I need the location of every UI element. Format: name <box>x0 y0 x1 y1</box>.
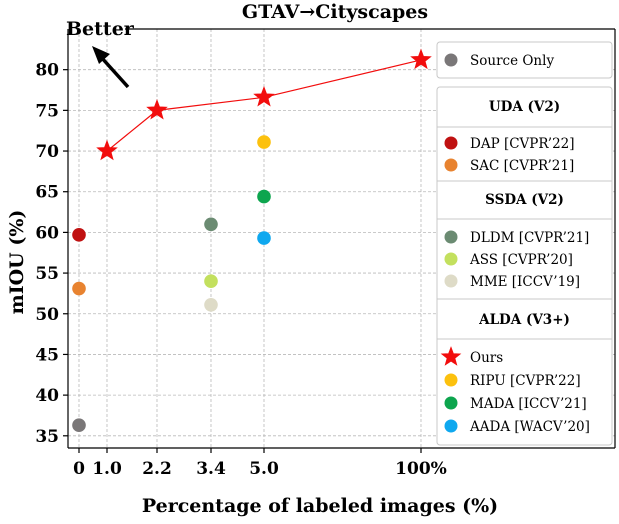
series-line <box>106 59 422 152</box>
data-point <box>204 274 218 289</box>
y-tick-label: 60 <box>35 223 59 243</box>
data-point <box>72 418 86 433</box>
series-ass-cvpr-20 <box>204 274 218 289</box>
better-label: Better <box>66 18 135 40</box>
series-dap-cvpr-22 <box>72 228 86 242</box>
legend-group-header: SSDA (V2) <box>485 192 564 208</box>
data-point <box>257 189 271 204</box>
data-point-star <box>146 99 168 120</box>
legend-marker <box>444 274 458 288</box>
legend: Source Only UDA (V2) DAP [CVPR’22] SAC [CVP… <box>436 41 613 446</box>
y-tick-label: 35 <box>35 427 59 447</box>
series-source-only <box>72 418 86 433</box>
y-tick-label: 70 <box>35 142 59 162</box>
y-tick-label: 40 <box>35 386 59 406</box>
series-ripu-cvpr-22 <box>257 135 271 149</box>
tick-labels: 35 40 45 50 55 60 65 70 75 80 0 1.0 2.2 3.4 5.0 100% <box>35 61 446 479</box>
data-point <box>72 281 86 296</box>
legend-item-sac-cvpr-21: SAC [CVPR’21] <box>444 158 574 174</box>
data-point <box>257 231 271 245</box>
data-point <box>257 135 271 149</box>
y-tick-label: 45 <box>35 345 59 365</box>
y-tick-label: 75 <box>35 101 59 121</box>
series-aada-wacv-20 <box>257 231 271 245</box>
better-annotation: Better <box>66 18 135 89</box>
legend-marker <box>444 373 458 387</box>
legend-label: RIPU [CVPR’22] <box>470 373 581 389</box>
legend-item-ours: Ours <box>440 346 503 366</box>
legend-label: ASS [CVPR’20] <box>469 252 573 268</box>
series-mada-iccv-21 <box>257 189 271 204</box>
arrow-icon <box>92 46 130 89</box>
y-tick-label: 50 <box>35 305 59 325</box>
legend-item-aada-wacv-20: AADA [WACV’20] <box>444 419 590 435</box>
legend-marker <box>444 158 458 172</box>
data-point <box>72 228 86 242</box>
x-tick-label: 0 <box>73 459 85 479</box>
legend-marker <box>444 136 458 150</box>
legend-group-header: UDA (V2) <box>489 99 560 115</box>
data-point <box>204 217 218 232</box>
legend-label: MME [ICCV’19] <box>470 274 580 290</box>
legend-group-header: ALDA (V3+) <box>478 312 570 328</box>
legend-box-groups <box>436 86 613 446</box>
legend-label: SAC [CVPR’21] <box>470 158 574 174</box>
legend-item-ripu-cvpr-22: RIPU [CVPR’22] <box>444 373 581 389</box>
legend-item-dldm-cvpr-21: DLDM [CVPR’21] <box>444 230 589 246</box>
axes <box>63 28 616 453</box>
x-tick-label: 5.0 <box>249 459 279 479</box>
legend-marker <box>444 419 458 433</box>
legend-marker <box>444 252 458 266</box>
y-tick-label: 65 <box>35 183 59 203</box>
y-tick-label: 80 <box>35 61 59 81</box>
legend-item-mme-iccv-19: MME [ICCV’19] <box>444 274 580 290</box>
legend-marker <box>444 396 458 410</box>
legend-label: DAP [CVPR’22] <box>470 136 575 152</box>
chart-title: GTAV→Cityscapes <box>242 1 428 23</box>
data-series <box>72 48 432 433</box>
series-dldm-cvpr-21 <box>204 217 218 232</box>
x-tick-label: 1.0 <box>92 459 122 479</box>
series-sac-cvpr-21 <box>72 281 86 296</box>
y-tick-label: 55 <box>35 264 59 284</box>
legend-label: Source Only <box>470 53 554 69</box>
x-tick-label: 2.2 <box>142 459 172 479</box>
data-point-star <box>253 85 275 107</box>
y-axis-title: mIOU (%) <box>6 210 28 315</box>
legend-marker <box>444 230 458 244</box>
data-point <box>204 298 218 312</box>
legend-item-source-only: Source Only <box>444 53 554 69</box>
legend-item-dap-cvpr-22: DAP [CVPR’22] <box>444 136 575 152</box>
series-ours <box>96 48 432 161</box>
legend-label: DLDM [CVPR’21] <box>470 230 589 246</box>
data-point-star <box>410 48 432 70</box>
legend-marker <box>444 53 458 67</box>
legend-marker-star <box>440 346 462 366</box>
legend-item-mada-iccv-21: MADA [ICCV’21] <box>444 396 587 412</box>
legend-label: MADA [ICCV’21] <box>470 396 587 412</box>
x-axis-title: Percentage of labeled images (%) <box>142 495 498 517</box>
series-mme-iccv-19 <box>204 298 218 312</box>
legend-item-ass-cvpr-20: ASS [CVPR’20] <box>444 252 573 268</box>
legend-label: Ours <box>470 350 503 366</box>
legend-box-source <box>436 41 613 79</box>
x-tick-label: 100% <box>395 459 447 479</box>
legend-label: AADA [WACV’20] <box>469 419 590 435</box>
data-point-star <box>96 139 118 161</box>
x-tick-label: 3.4 <box>196 459 226 479</box>
